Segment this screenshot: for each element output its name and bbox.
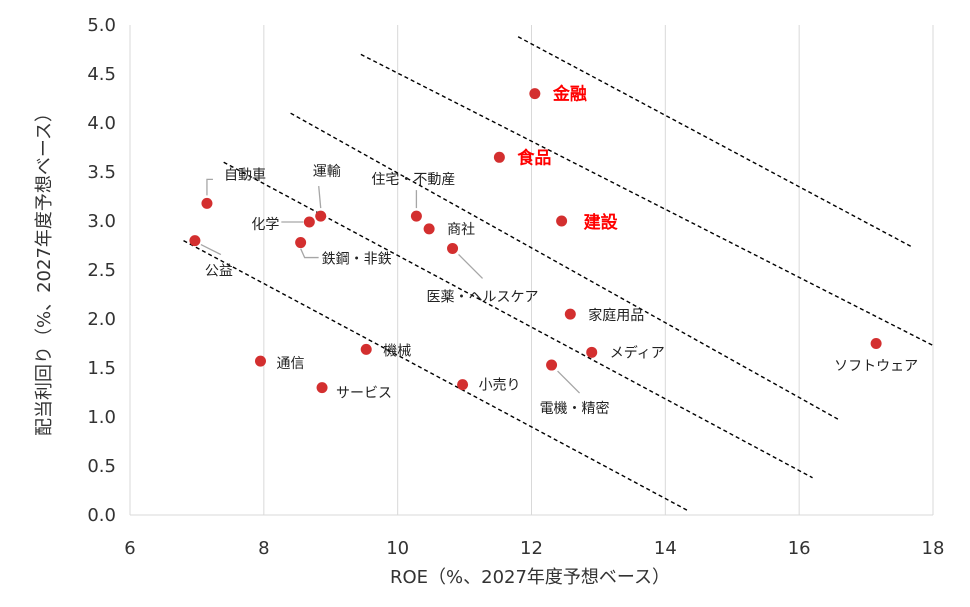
data-label-4: 運輸	[313, 164, 341, 180]
y-tick-label-8: 4.0	[87, 113, 116, 134]
reference-line-4	[183, 239, 690, 512]
data-point-0	[529, 88, 541, 100]
data-label-14: メディア	[610, 344, 665, 361]
y-tick-label-9: 4.5	[87, 64, 116, 85]
data-point-17	[316, 382, 328, 394]
leader-line-4	[318, 186, 322, 209]
y-tick-label-10: 5.0	[87, 15, 116, 36]
data-point-4	[315, 210, 327, 222]
x-tick-label-6: 18	[922, 538, 945, 559]
data-label-17: サービス	[336, 386, 392, 402]
data-label-11: 家庭用品	[588, 307, 644, 324]
leader-line-15	[557, 370, 581, 394]
data-point-7	[423, 223, 435, 235]
data-point-9	[189, 235, 201, 247]
data-label-6: 住宅・不動産	[371, 172, 455, 188]
y-axis-title: 配当利回り（%、2027年度予想ベース）	[34, 104, 55, 436]
x-tick-label-3: 12	[520, 538, 543, 559]
data-label-0: 金融	[552, 84, 587, 105]
reference-line-3	[223, 161, 813, 479]
y-tick-label-3: 1.5	[87, 358, 116, 379]
leader-line-8	[300, 248, 319, 259]
leader-line-3	[206, 178, 213, 196]
x-tick-label-5: 16	[788, 538, 811, 559]
data-point-5	[303, 216, 315, 228]
data-label-7: 商社	[447, 222, 475, 238]
data-point-15	[546, 359, 558, 371]
x-axis-ticks: 6 8 10 12 14 16 18	[124, 538, 944, 559]
y-tick-label-6: 3.0	[87, 211, 116, 232]
data-point-16	[457, 379, 469, 391]
data-label-18: ソフトウェア	[834, 359, 918, 375]
reference-lines	[183, 36, 934, 512]
x-axis-title: ROE（%、2027年度予想ベース）	[390, 567, 670, 588]
x-tick-label-2: 10	[386, 538, 409, 559]
reference-line-0	[517, 36, 914, 249]
y-tick-label-7: 3.5	[87, 162, 116, 183]
leader-lines	[200, 178, 581, 394]
data-point-3	[201, 197, 213, 209]
data-label-5: 化学	[251, 217, 279, 233]
y-tick-label-1: 0.5	[87, 456, 116, 477]
data-point-8	[295, 237, 307, 249]
data-point-1	[493, 151, 505, 163]
data-point-14	[586, 346, 598, 358]
data-point-12	[254, 355, 266, 367]
y-tick-label-4: 2.0	[87, 309, 116, 330]
y-axis-ticks: 0.0 0.5 1.0 1.5 2.0 2.5 3.0 3.5 4.0 4.5 5.0	[87, 15, 116, 526]
data-label-9: 公益	[205, 264, 233, 280]
data-points	[189, 88, 882, 394]
x-tick-label-1: 8	[258, 538, 269, 559]
y-tick-label-2: 1.0	[87, 407, 116, 428]
leader-line-10	[458, 253, 483, 279]
data-label-10: 医薬・ヘルスケア	[427, 289, 539, 305]
data-point-11	[564, 308, 576, 320]
data-point-6	[410, 210, 422, 222]
x-tick-label-0: 6	[124, 538, 135, 559]
data-label-3: 自動車	[224, 166, 266, 183]
data-point-10	[447, 242, 459, 254]
y-tick-label-5: 2.5	[87, 260, 116, 281]
data-label-8: 鉄鋼・非鉄	[322, 252, 392, 268]
data-label-15: 電機・精密	[540, 400, 610, 417]
data-point-2	[556, 215, 568, 227]
data-label-13: 機械	[383, 343, 411, 359]
data-point-13	[360, 343, 372, 355]
data-point-18	[870, 338, 882, 349]
x-tick-label-4: 14	[654, 538, 677, 559]
y-tick-label-0: 0.0	[87, 505, 116, 526]
reference-line-1	[360, 53, 934, 347]
grid-lines	[129, 25, 934, 516]
data-label-12: 通信	[276, 356, 304, 372]
leader-line-9	[200, 244, 222, 256]
data-label-1: 食品	[517, 147, 551, 168]
data-label-2: 建設	[584, 212, 619, 233]
data-label-16: 小売り	[479, 378, 521, 394]
